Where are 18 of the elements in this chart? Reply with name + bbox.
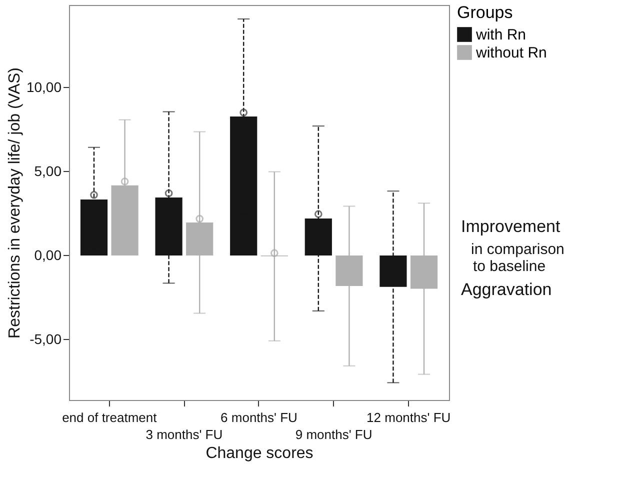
- text: Improvement: [461, 217, 560, 236]
- y-tick-label: -5,00: [30, 330, 62, 347]
- x-tick-label: 12 months' FU: [366, 410, 451, 425]
- text: Aggravation: [461, 280, 552, 299]
- legend-title: Groups: [457, 3, 513, 22]
- x-tick-label: 9 months' FU: [295, 427, 372, 442]
- y-tick-label: 5,00: [34, 162, 62, 179]
- y-axis-title: Restrictions in everyday life/ job (VAS): [6, 68, 24, 338]
- legend-label: with Rn: [475, 26, 526, 44]
- y-tick-label: 0,00: [34, 246, 62, 263]
- x-axis-title: Change scores: [206, 445, 314, 462]
- legend-label: without Rn: [475, 44, 547, 62]
- text: in comparison: [471, 241, 564, 258]
- x-tick-label: 6 months' FU: [220, 410, 298, 425]
- text: to baseline: [473, 258, 546, 275]
- x-tick-label: 3 months' FU: [146, 427, 223, 442]
- x-tick-label: end of treatment: [62, 410, 158, 425]
- y-tick-label: 10,00: [26, 78, 62, 95]
